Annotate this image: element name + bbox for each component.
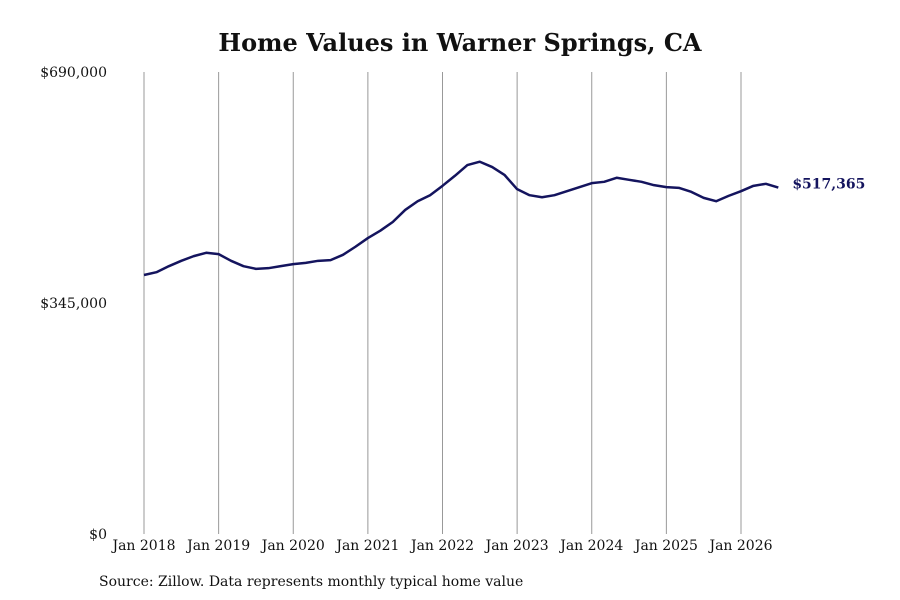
- end-label: $517,365: [792, 177, 865, 193]
- x-tick-label: Jan 2025: [633, 538, 698, 554]
- source-note: Source: Zillow. Data represents monthly …: [99, 574, 523, 590]
- x-tick-label: Jan 2024: [558, 538, 623, 554]
- line: [143, 160, 779, 277]
- chart-title: Home Values in Warner Springs, CA: [218, 28, 702, 57]
- y-tick-label: $0: [89, 527, 107, 543]
- y-tick-label: $345,000: [40, 296, 107, 312]
- x-tick-label: Jan 2023: [484, 538, 549, 554]
- y-tick-label: $690,000: [40, 65, 107, 81]
- x-tick-label: Jan 2022: [409, 538, 474, 554]
- x-tick-label: Jan 2019: [185, 538, 250, 554]
- x-tick-label: Jan 2021: [334, 538, 399, 554]
- x-tick-label: Jan 2020: [260, 538, 325, 554]
- x-tick-label: Jan 2018: [110, 538, 175, 554]
- x-tick-label: Jan 2026: [707, 538, 772, 554]
